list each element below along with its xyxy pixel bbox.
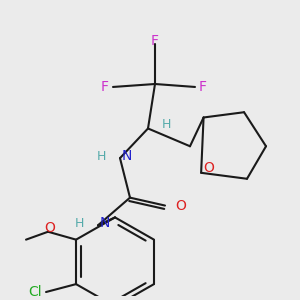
Text: F: F — [151, 34, 159, 47]
Text: O: O — [203, 161, 214, 175]
Text: H: H — [97, 150, 106, 163]
Text: F: F — [199, 80, 207, 94]
Text: O: O — [175, 199, 186, 212]
Text: N: N — [122, 149, 132, 163]
Text: Cl: Cl — [28, 285, 42, 299]
Text: O: O — [45, 221, 56, 235]
Text: F: F — [101, 80, 109, 94]
Text: H: H — [162, 118, 171, 131]
Text: H: H — [75, 217, 84, 230]
Text: N: N — [100, 216, 110, 230]
